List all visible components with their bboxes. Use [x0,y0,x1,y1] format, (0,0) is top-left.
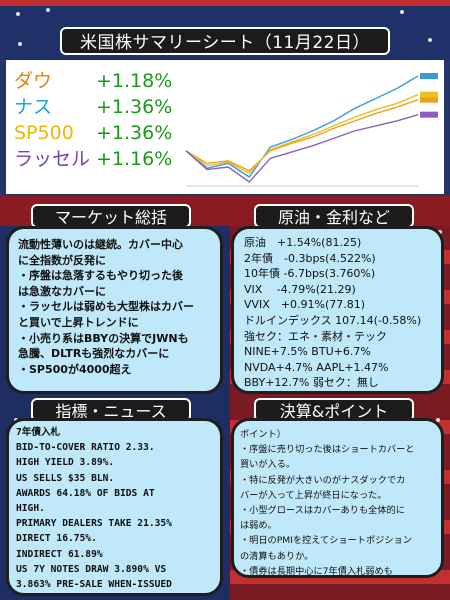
rates-line: ドルインデックス 107.14(-0.58%) [244,313,422,327]
page-title: 米国株サマリーシート（11月22日） [60,27,390,55]
market-summary-line: 急騰、DLTRも強烈なカバーに [18,347,170,361]
points-box: ポイント） ・序盤に売り切った後はショートカバーと 買いが入る。・特に反発が大きいの… [231,418,444,578]
market-summary-heading: マーケット総括 [31,204,191,228]
market-summary-box: 流動性薄いのは継続。カバー中心 に全指数が反発に・序盤は急落するもやり切った後 は急… [6,226,223,394]
news-line: YIELD [16,592,220,593]
rates-line: NINE+7.5% BTU+6.7% [244,345,371,359]
chart-series-end-marker-3 [420,111,438,118]
rates-line: BBY+12.7% 弱セク：無し [244,376,379,390]
news-line: HIGH. [16,503,45,515]
index-change: +1.16% [96,148,173,170]
market-summary-line: ・序盤は急落するもやり切った後 [18,269,183,283]
points-line: ・明日のPMIを控えてショートポジション [240,535,412,547]
rates-line: VIX -4.79%(21.29) [244,282,356,296]
news-line: AWARDS 64.18% OF BIDS AT [16,487,155,499]
index-change: +1.36% [96,96,173,118]
index-change: +1.36% [96,122,173,144]
market-summary-line: と買いで上昇トレンドに [18,315,139,329]
points-line: 買いが入る。 [240,459,296,471]
news-line: US 7Y NOTES DRAW 3.890% VS [16,563,167,575]
points-line: ポイント） [240,429,286,440]
news-box: 7年債入札 BID-TO-COVER RATIO 2.33. HIGH YIELD … [6,418,223,596]
chart-series-line-1 [185,99,419,172]
chart-series-line-2 [185,94,419,175]
market-summary-line: ・小売り系はBBYの決算でJWNも [18,331,189,345]
chart-series-end-marker-2 [420,91,438,98]
market-summary-line: ・ラッセルは弱めも大型株はカバー [18,300,194,314]
rates-line: 原油 +1.54%(81.25) [244,236,362,249]
points-line: ・債券は長期中心に7年債入札弱めも [240,565,393,577]
news-line: 3.863% PRE-SALE WHEN-ISSUED [16,579,172,591]
rates-heading: 原油・金利など [254,204,414,228]
index-name: ラッセル [14,148,91,170]
index-line-chart [185,73,438,187]
index-change: +1.18% [96,70,173,92]
rates-line: 2年債 -0.3bps(4.522%) [244,251,376,265]
index-name: ナス [14,96,53,118]
rates-line: NVDA+4.7% AAPL+1.47% [244,360,389,374]
points-line: ・小型グロースはカバーありも全体的に [240,505,405,517]
news-line: BID-TO-COVER RATIO 2.33. [16,442,155,454]
chart-series-line-0 [185,75,419,178]
news-line: DIRECT 16.75%. [16,533,97,545]
rates-line: VVIX +0.91%(77.81) [244,298,366,312]
points-line: は弱め。 [240,520,277,532]
news-line: HIGH YIELD 3.89%. [16,457,115,469]
market-summary-line: 流動性薄いのは継続。カバー中心 [18,238,183,251]
index-name: ダウ [14,70,53,92]
news-line: PRIMARY DEALERS TAKE 21.35% [16,518,172,530]
news-line: US SELLS $35 BLN. [16,472,115,484]
market-summary-line: は急激なカバーに [18,284,106,298]
points-line: バーが入って上昇が終日になった。 [240,489,387,501]
index-summary-panel: ダウ +1.18% ナス +1.36% SP500 +1.36% ラッセル +1… [6,60,444,194]
rates-line: 10年債 -6.7bps(3.760%) [244,267,376,281]
chart-series-end-marker-1 [420,96,438,103]
index-name: SP500 [14,122,74,144]
market-summary-line: に全指数が反発に [18,253,106,267]
market-summary-line: ・SP500が4000超え [18,362,132,376]
chart-series-end-marker-0 [420,73,438,79]
chart-series-line-3 [185,113,419,183]
rates-line: 強セク：エネ・素材・テック [244,329,387,343]
points-line: ・序盤に売り切った後はショートカバーと [240,444,415,456]
news-line: INDIRECT 61.89% [16,548,103,560]
points-line: の清算もありか。 [240,550,314,562]
points-line: ・特に反発が大きいのがナスダックでカ [240,474,406,486]
rates-box: 原油 +1.54%(81.25) 2年債 -0.3bps(4.522%) 10年債 … [231,226,444,394]
news-line: 7年債入札 [16,427,61,438]
